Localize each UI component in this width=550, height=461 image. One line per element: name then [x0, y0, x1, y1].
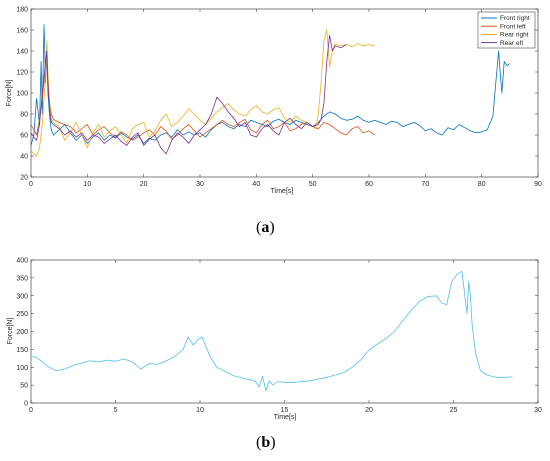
- panel-b-xtick-label: 30: [534, 407, 542, 414]
- panel-a-series-line-rear-eft: [30, 34, 347, 155]
- panel-a-xtick-label: 70: [421, 181, 429, 188]
- panel-b-ytick-label: 150: [16, 347, 28, 354]
- panel-a-xtick-label: 50: [309, 181, 317, 188]
- panel-b-ytick-label: 100: [16, 365, 28, 372]
- panel-a-xtick-label: 10: [83, 181, 91, 188]
- panel-b-ytick-label: 250: [16, 311, 28, 318]
- panel-a-xtick-label: 90: [534, 181, 542, 188]
- panel-a-series-line-rear-right: [30, 29, 375, 157]
- panel-a-xtick-label: 40: [252, 181, 260, 188]
- panel-b-ytick-label: 350: [16, 275, 28, 282]
- panel-b-xtick-label: 15: [281, 407, 289, 414]
- panel-a-ytick-label: 80: [20, 112, 28, 119]
- panel-b-ylabel: Force[N]: [7, 318, 14, 345]
- panel-a-ytick-label: 60: [20, 133, 28, 140]
- legend-entry: Front left: [500, 23, 526, 30]
- panel-b-ytick-label: 50: [20, 383, 28, 390]
- panel-a-series-line-front-right: [30, 24, 511, 146]
- panel-b-ytick-label: 200: [16, 329, 28, 336]
- legend-entry: Front right: [500, 15, 530, 22]
- panel-a-ytick-label: 160: [16, 28, 28, 35]
- panel-a-chart: 0 10 20 30 40 50 60 70 80 90 20 40 60 80 100 120 140 160 1…: [6, 7, 542, 196]
- panel-a-xtick-label: 0: [29, 181, 33, 188]
- panel-a-xtick-label: 30: [196, 181, 204, 188]
- panel-a-xtick-label: 20: [140, 181, 148, 188]
- panel-b-xlabel: Time[s]: [274, 414, 297, 421]
- panel-a-ytick-label: 140: [16, 49, 28, 56]
- panel-b-xtick-label: 25: [450, 407, 458, 414]
- panel-b-xtick-label: 20: [365, 407, 373, 414]
- panel-b-series-line-series-1: [30, 270, 513, 391]
- panel-a-ytick-label: 100: [16, 91, 28, 98]
- panel-a-xtick-label: 80: [478, 181, 486, 188]
- panel-b-xtick-label: 5: [114, 407, 118, 414]
- panel-b-xtick-label: 10: [196, 407, 204, 414]
- panel-b-xtick-label: 0: [29, 407, 33, 414]
- caption-b: (b): [256, 434, 276, 451]
- panel-a-xtick-label: 60: [365, 181, 373, 188]
- legend-entry: Rear right: [500, 32, 529, 39]
- panel-a-ylabel: Force[N]: [6, 80, 13, 107]
- panel-b-plot-area: [30, 259, 539, 404]
- panel-a-plot-area: [30, 8, 539, 178]
- panel-a-xlabel: Time[s]: [271, 188, 294, 195]
- panel-b-ytick-label: 300: [16, 293, 28, 300]
- panel-a-ytick-label: 120: [16, 70, 28, 77]
- legend-entry: Rear eft: [500, 40, 523, 47]
- caption-a: (a): [256, 219, 275, 236]
- panel-a-ytick-label: 180: [16, 7, 28, 14]
- panel-a-ytick-label: 20: [20, 175, 28, 182]
- panel-b-ytick-label: 400: [16, 258, 28, 265]
- panel-a-ytick-label: 40: [20, 154, 28, 161]
- panel-b-ytick-label: 0: [24, 401, 28, 408]
